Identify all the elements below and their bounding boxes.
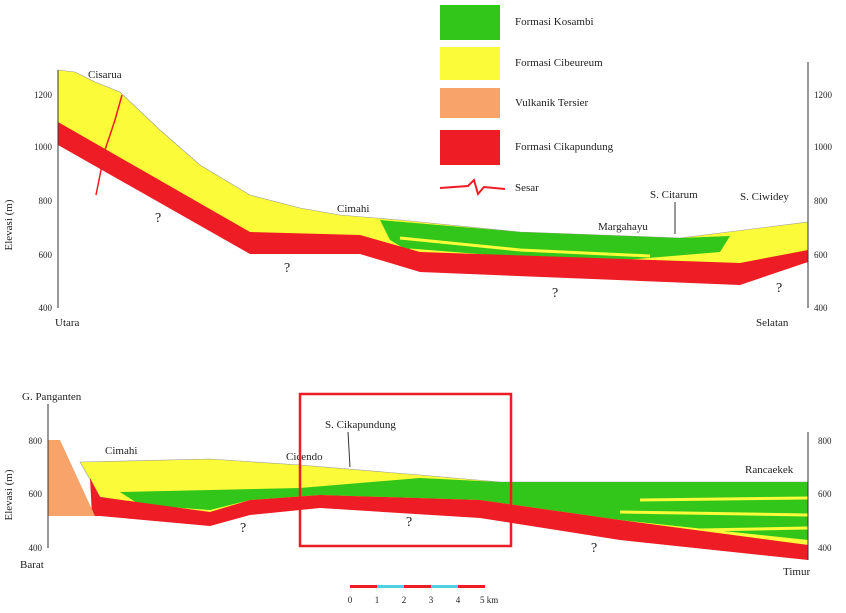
legend-label: Formasi Cikapundung (515, 141, 614, 153)
tick-label: 1200 (814, 90, 833, 100)
vulkanik-tersier (48, 440, 95, 516)
legend-label: Formasi Kosambi (515, 16, 594, 28)
direction-label: Selatan (756, 317, 789, 329)
unknown-mark: ? (406, 515, 412, 530)
tick-label: 400 (29, 543, 43, 553)
tick-label: 800 (818, 436, 832, 446)
place-label: S. Citarum (650, 189, 698, 201)
scale-segment (458, 585, 485, 588)
legend-swatch (440, 5, 500, 40)
tick-label: 1000 (34, 142, 53, 152)
unknown-mark: ? (284, 261, 290, 276)
place-label: Cisarua (88, 69, 122, 81)
unknown-mark: ? (240, 521, 246, 536)
legend-swatch (440, 88, 500, 118)
tick-label: 600 (29, 489, 43, 499)
scale-segment (404, 585, 431, 588)
place-label: S. Cikapundung (325, 419, 396, 431)
axis-title: Elevasi (m) (3, 469, 15, 520)
scale-segment (377, 585, 404, 588)
place-label: G. Panganten (22, 391, 82, 403)
tick-label: 400 (814, 303, 828, 313)
cross-section-figure: Formasi Kosambi Formasi Cibeureum Vulkan… (0, 0, 846, 613)
scale-label: 5 km (480, 595, 498, 605)
scale-bar: 0 1 2 3 4 5 km (348, 585, 499, 605)
scale-label: 4 (456, 595, 461, 605)
tick-label: 800 (39, 196, 53, 206)
tick-label: 800 (29, 436, 43, 446)
direction-label: Utara (55, 317, 80, 329)
unknown-mark: ? (552, 286, 558, 301)
legend-swatch (440, 130, 500, 165)
tick-label: 600 (818, 489, 832, 499)
legend-label: Formasi Cibeureum (515, 57, 603, 69)
direction-label: Timur (783, 566, 810, 578)
scale-label: 0 (348, 595, 353, 605)
tick-label: 800 (814, 196, 828, 206)
legend: Formasi Kosambi Formasi Cibeureum Vulkan… (440, 5, 614, 194)
section-2: Elevasi (m) 800 600 400 800 600 400 G. P… (3, 391, 832, 578)
tick-label: 400 (39, 303, 53, 313)
place-label: Cimahi (105, 445, 137, 457)
place-label: Cimahi (337, 203, 369, 215)
scale-label: 1 (375, 595, 380, 605)
tick-label: 600 (814, 250, 828, 260)
unknown-mark: ? (155, 211, 161, 226)
direction-label: Barat (20, 559, 44, 571)
place-label: Margahayu (598, 221, 648, 233)
scale-segment (431, 585, 458, 588)
legend-label: Vulkanik Tersier (515, 97, 589, 109)
unknown-mark: ? (776, 281, 782, 296)
tick-label: 1000 (814, 142, 833, 152)
legend-fault-symbol (440, 180, 505, 194)
tick-label: 400 (818, 543, 832, 553)
scale-label: 3 (429, 595, 434, 605)
section-1: Elevasi (m) 1200 1000 800 600 400 1200 1… (3, 62, 833, 329)
legend-swatch (440, 47, 500, 80)
tick-label: 1200 (34, 90, 53, 100)
place-label: Rancaekek (745, 464, 794, 476)
place-label: Cicendo (286, 451, 323, 463)
legend-label: Sesar (515, 182, 539, 194)
scale-label: 2 (402, 595, 407, 605)
tick-label: 600 (39, 250, 53, 260)
place-label: S. Ciwidey (740, 191, 789, 203)
pointer (348, 432, 350, 467)
scale-segment (350, 585, 377, 588)
axis-title: Elevasi (m) (3, 199, 15, 250)
unknown-mark: ? (591, 541, 597, 556)
